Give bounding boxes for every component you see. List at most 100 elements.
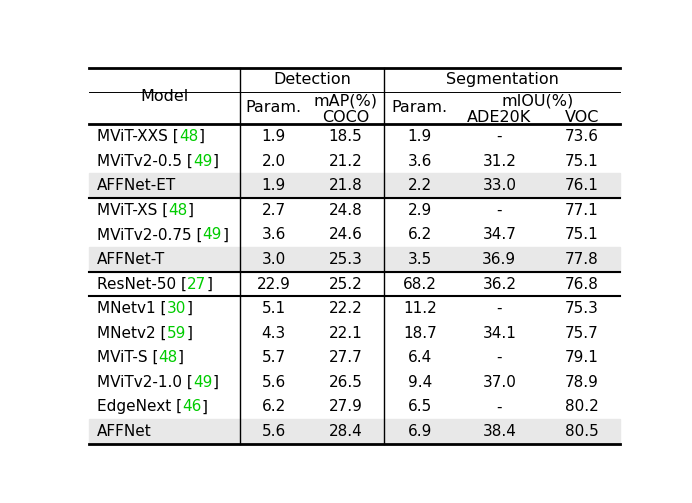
Text: ]: ]: [186, 301, 192, 316]
Text: 31.2: 31.2: [482, 153, 516, 169]
Text: 76.8: 76.8: [565, 277, 599, 292]
Text: 3.5: 3.5: [408, 252, 432, 267]
Text: MViTv2-0.5 [: MViTv2-0.5 [: [97, 153, 193, 169]
Bar: [89, 247, 620, 272]
Text: ]: ]: [222, 227, 228, 242]
Text: 24.8: 24.8: [329, 203, 362, 218]
Text: ]: ]: [206, 277, 212, 292]
Text: ]: ]: [198, 129, 204, 144]
Text: -: -: [497, 350, 502, 365]
Text: 37.0: 37.0: [482, 375, 516, 390]
Text: 5.7: 5.7: [262, 350, 286, 365]
Text: 34.7: 34.7: [482, 227, 516, 242]
Text: 77.8: 77.8: [565, 252, 599, 267]
Text: 68.2: 68.2: [403, 277, 437, 292]
Text: 3.0: 3.0: [262, 252, 286, 267]
Text: 73.6: 73.6: [565, 129, 599, 144]
Text: ]: ]: [178, 350, 184, 365]
Text: 75.3: 75.3: [565, 301, 599, 316]
Text: mAP(%): mAP(%): [313, 94, 377, 108]
Text: 3.6: 3.6: [262, 227, 286, 242]
Text: 21.8: 21.8: [329, 178, 362, 193]
Text: MNetv2 [: MNetv2 [: [97, 325, 167, 341]
Text: 25.3: 25.3: [329, 252, 363, 267]
Text: AFFNet-T: AFFNet-T: [97, 252, 165, 267]
Bar: [89, 419, 620, 444]
Text: 36.9: 36.9: [482, 252, 516, 267]
Text: ]: ]: [188, 203, 194, 218]
Text: Segmentation: Segmentation: [446, 72, 558, 88]
Text: 3.6: 3.6: [408, 153, 432, 169]
Text: 22.1: 22.1: [329, 325, 362, 341]
Text: 36.2: 36.2: [482, 277, 516, 292]
Text: AFFNet-ET: AFFNet-ET: [97, 178, 176, 193]
Text: 30: 30: [167, 301, 186, 316]
Text: -: -: [497, 301, 502, 316]
Text: 46: 46: [183, 399, 202, 414]
Text: 75.1: 75.1: [565, 227, 599, 242]
Text: MViTv2-0.75 [: MViTv2-0.75 [: [97, 227, 203, 242]
Text: 5.6: 5.6: [262, 424, 286, 439]
Text: ]: ]: [186, 325, 192, 341]
Text: 1.9: 1.9: [408, 129, 432, 144]
Text: 22.9: 22.9: [257, 277, 291, 292]
Text: 6.9: 6.9: [408, 424, 432, 439]
Text: 18.7: 18.7: [403, 325, 437, 341]
Text: 75.7: 75.7: [565, 325, 599, 341]
Text: 26.5: 26.5: [329, 375, 363, 390]
Text: 25.2: 25.2: [329, 277, 362, 292]
Text: ]: ]: [212, 375, 219, 390]
Text: 27.9: 27.9: [329, 399, 363, 414]
Text: ]: ]: [202, 399, 208, 414]
Text: 2.0: 2.0: [262, 153, 286, 169]
Text: 6.5: 6.5: [408, 399, 432, 414]
Text: 79.1: 79.1: [565, 350, 599, 365]
Text: -: -: [497, 129, 502, 144]
Text: 27: 27: [188, 277, 206, 292]
Text: 4.3: 4.3: [262, 325, 286, 341]
Text: AFFNet: AFFNet: [97, 424, 152, 439]
Text: 76.1: 76.1: [565, 178, 599, 193]
Text: 2.2: 2.2: [408, 178, 432, 193]
Text: 6.2: 6.2: [408, 227, 432, 242]
Text: 49: 49: [203, 227, 222, 242]
Text: MViTv2-1.0 [: MViTv2-1.0 [: [97, 375, 193, 390]
Text: 78.9: 78.9: [565, 375, 599, 390]
Text: Param.: Param.: [246, 101, 302, 116]
Text: 27.7: 27.7: [329, 350, 362, 365]
Text: 11.2: 11.2: [403, 301, 437, 316]
Text: 49: 49: [193, 375, 212, 390]
Text: ADE20K: ADE20K: [467, 110, 531, 125]
Text: Model: Model: [140, 89, 189, 104]
Text: 48: 48: [168, 203, 188, 218]
Text: -: -: [497, 203, 502, 218]
Text: 1.9: 1.9: [262, 129, 286, 144]
Text: MViT-XXS [: MViT-XXS [: [97, 129, 179, 144]
Text: 48: 48: [179, 129, 198, 144]
Text: 9.4: 9.4: [408, 375, 432, 390]
Text: 1.9: 1.9: [262, 178, 286, 193]
Text: EdgeNext [: EdgeNext [: [97, 399, 183, 414]
Text: 28.4: 28.4: [329, 424, 362, 439]
Text: 6.2: 6.2: [262, 399, 286, 414]
Text: 24.6: 24.6: [329, 227, 363, 242]
Text: 5.6: 5.6: [262, 375, 286, 390]
Text: 18.5: 18.5: [329, 129, 362, 144]
Text: 21.2: 21.2: [329, 153, 362, 169]
Text: 2.7: 2.7: [262, 203, 286, 218]
Text: 33.0: 33.0: [482, 178, 516, 193]
Text: Param.: Param.: [392, 101, 448, 116]
Text: ]: ]: [212, 153, 219, 169]
Text: 38.4: 38.4: [482, 424, 516, 439]
Text: MNetv1 [: MNetv1 [: [97, 301, 167, 316]
Text: 22.2: 22.2: [329, 301, 362, 316]
Text: 75.1: 75.1: [565, 153, 599, 169]
Text: MViT-XS [: MViT-XS [: [97, 203, 168, 218]
Text: 77.1: 77.1: [565, 203, 599, 218]
Text: 6.4: 6.4: [408, 350, 432, 365]
Text: COCO: COCO: [322, 110, 369, 125]
Text: 5.1: 5.1: [262, 301, 286, 316]
Bar: [89, 174, 620, 198]
Text: 49: 49: [193, 153, 212, 169]
Text: 48: 48: [158, 350, 178, 365]
